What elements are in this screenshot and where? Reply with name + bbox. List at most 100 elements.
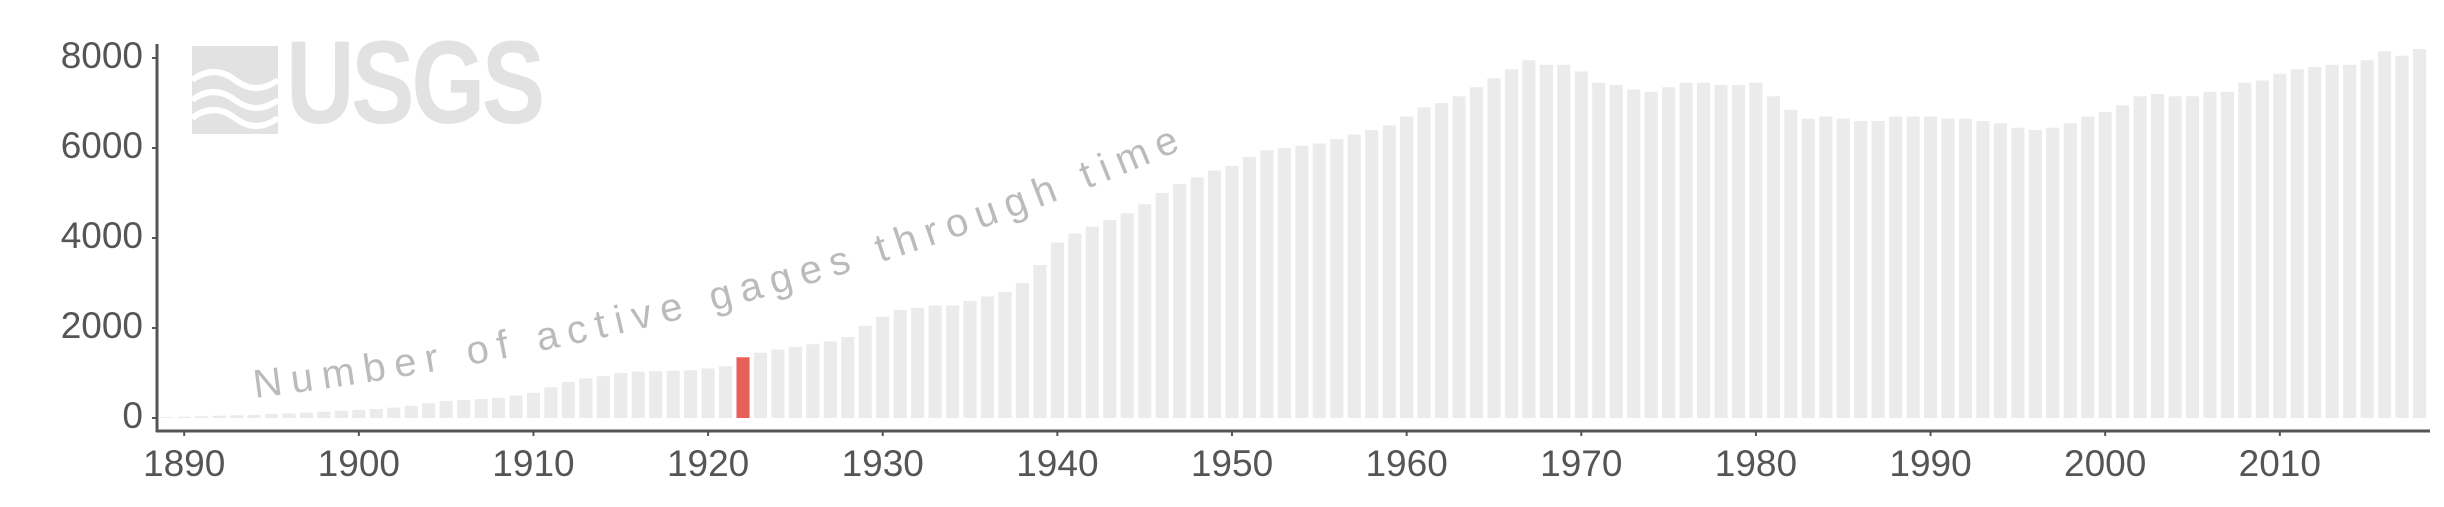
bar <box>684 370 698 418</box>
bar <box>1854 121 1868 418</box>
bar <box>1662 87 1676 418</box>
bar <box>1504 69 1518 418</box>
bar <box>2028 130 2042 418</box>
bar <box>369 409 383 418</box>
bar <box>1592 82 1606 418</box>
bar <box>858 325 872 418</box>
bar <box>1941 118 1955 418</box>
bar <box>1801 118 1815 418</box>
bar <box>980 296 995 418</box>
bar <box>753 352 768 418</box>
x-tick-label: 2000 <box>2064 443 2146 484</box>
bar <box>1609 85 1623 418</box>
bar <box>491 397 506 418</box>
bar <box>1120 213 1134 418</box>
bar <box>1958 118 1973 418</box>
y-tick-label: 8000 <box>61 35 143 76</box>
x-tick-label: 1930 <box>842 443 924 484</box>
bar <box>2116 105 2130 418</box>
bar <box>946 305 960 418</box>
bar <box>2378 51 2392 418</box>
bar <box>317 411 331 418</box>
bar <box>2325 64 2339 418</box>
bar <box>649 371 663 418</box>
bar <box>1207 170 1222 418</box>
bar <box>1487 78 1501 418</box>
bar <box>1749 82 1763 418</box>
bar <box>1417 107 1431 418</box>
bar <box>2238 82 2252 418</box>
bar <box>1889 116 1903 418</box>
bar <box>2273 73 2287 418</box>
x-tick-label: 1950 <box>1191 443 1273 484</box>
bar <box>1435 103 1449 418</box>
bar <box>1295 145 1309 418</box>
bar <box>2081 116 2095 418</box>
bar <box>963 301 977 418</box>
x-tick-label: 1900 <box>318 443 400 484</box>
bar <box>1085 226 1099 418</box>
bar <box>422 403 436 418</box>
bar <box>911 307 925 418</box>
bar <box>160 417 174 418</box>
bar <box>2290 69 2304 418</box>
x-tick-label: 1970 <box>1540 443 1622 484</box>
bar <box>1347 134 1361 418</box>
bar <box>998 292 1012 418</box>
bar <box>1068 233 1082 418</box>
bar <box>1277 148 1291 418</box>
x-tick-label: 1910 <box>492 443 574 484</box>
bar <box>1714 85 1728 418</box>
x-tick-label: 1890 <box>143 443 225 484</box>
bar <box>1976 121 1990 418</box>
bar <box>1225 166 1239 418</box>
bar <box>2343 64 2357 418</box>
bar <box>771 349 785 418</box>
x-tick-label: 2010 <box>2239 443 2321 484</box>
bar <box>387 407 401 418</box>
bar <box>631 371 645 418</box>
bar <box>1103 220 1117 418</box>
bar <box>282 413 296 418</box>
bar <box>474 399 488 418</box>
bar <box>1312 143 1326 418</box>
bar <box>2395 55 2409 418</box>
bar <box>719 366 733 418</box>
bar <box>177 416 191 418</box>
bar <box>2412 49 2427 418</box>
bar <box>1644 91 1658 418</box>
bar <box>1539 64 1553 418</box>
bar <box>2185 96 2200 418</box>
bar <box>1138 204 1152 418</box>
bar <box>1522 60 1536 418</box>
bar <box>1260 150 1274 418</box>
bar <box>2360 60 2374 418</box>
bar <box>876 316 890 418</box>
bar <box>1365 130 1379 418</box>
bar <box>404 405 418 418</box>
bar <box>893 310 907 418</box>
bar <box>2255 80 2269 418</box>
bar <box>788 346 802 418</box>
bar <box>247 414 261 418</box>
bar <box>596 376 610 418</box>
bar <box>1627 89 1641 418</box>
bar <box>1015 283 1029 418</box>
bar <box>1766 96 1780 418</box>
bar <box>841 337 855 418</box>
bar <box>614 373 628 418</box>
bar <box>1574 71 1588 418</box>
bar <box>2220 91 2234 418</box>
bar <box>1382 125 1396 418</box>
bar <box>2011 127 2025 418</box>
bar <box>264 413 279 418</box>
y-tick-label: 6000 <box>61 125 143 166</box>
bar <box>2168 96 2182 418</box>
bar <box>2308 67 2322 418</box>
bar <box>1557 64 1571 418</box>
bar <box>928 305 942 418</box>
bar <box>1924 116 1938 418</box>
bar <box>2151 94 2165 418</box>
bar <box>1190 177 1204 418</box>
bar <box>1033 265 1047 418</box>
